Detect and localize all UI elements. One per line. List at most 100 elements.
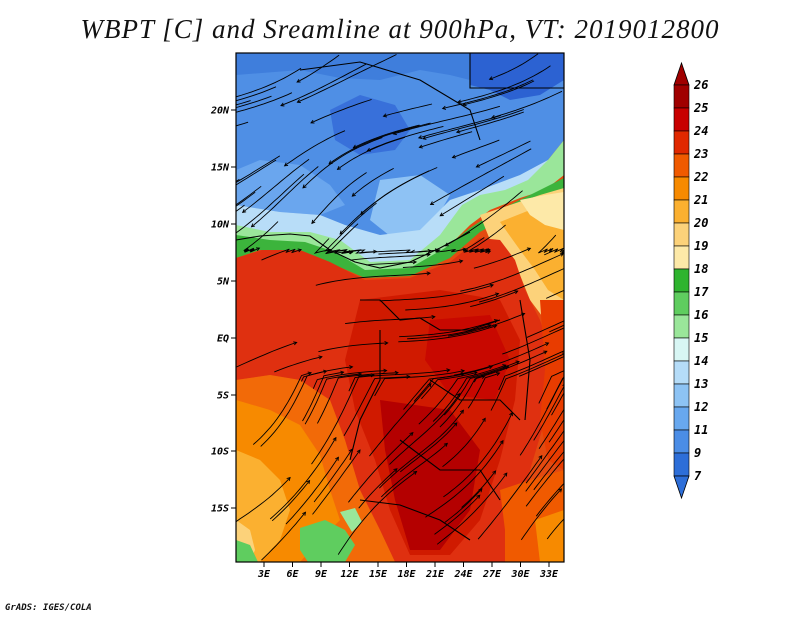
streamline-arrowhead: [598, 341, 602, 344]
streamline: [302, 137, 383, 189]
streamline-arrowhead: [293, 341, 298, 346]
streamline: [443, 412, 513, 498]
streamline: [315, 272, 431, 286]
streamline: [470, 290, 518, 308]
streamline-arrowhead: [296, 99, 301, 103]
streamline: [442, 418, 486, 468]
streamline-arrowhead: [515, 360, 520, 365]
streamline: [444, 488, 483, 523]
streamline-arrowhead: [443, 442, 449, 447]
streamline-arrowhead: [340, 370, 345, 375]
political-boundaries: [236, 53, 564, 541]
streamline-arrowhead: [250, 223, 255, 228]
streamline-arrowhead: [460, 409, 464, 414]
streamline: [544, 247, 564, 256]
streamline: [337, 471, 417, 555]
lat-label: EQ: [217, 334, 229, 345]
streamline-arrowhead: [393, 468, 398, 473]
streamline-arrowhead: [486, 250, 492, 255]
streamline-arrowhead: [283, 162, 289, 167]
colorbar-bin: [673, 314, 690, 339]
streamline: [236, 173, 305, 234]
colorbar-label: 26: [693, 78, 708, 92]
colorbar-label: 20: [693, 216, 708, 230]
streamline-arrowhead: [568, 443, 571, 447]
streamline-arrowhead: [582, 368, 586, 371]
streamline: [436, 472, 508, 545]
streamline: [398, 325, 497, 343]
streamline: [350, 254, 430, 261]
streamline: [236, 86, 277, 102]
streamline-arrowhead: [417, 135, 423, 140]
streamline-arrowhead: [491, 114, 496, 119]
streamline: [551, 392, 564, 416]
streamline-arrowhead: [323, 369, 328, 374]
streamline-arrowhead: [351, 192, 356, 197]
streamline-arrowhead: [493, 324, 498, 329]
colorbar-label: 25: [693, 101, 708, 115]
streamline-arrowhead: [406, 374, 411, 379]
streamline-arrowhead: [297, 248, 302, 253]
streamline: [348, 432, 414, 503]
streamline: [318, 342, 388, 353]
streamline: [520, 488, 562, 541]
streamline-arrowhead: [224, 102, 227, 105]
latitude-axis: 20N 15N 10N 5N EQ 5S 10S 15S: [210, 106, 236, 515]
streamline-arrowhead: [339, 230, 344, 235]
streamline: [419, 131, 473, 148]
streamline-arrowhead: [562, 352, 564, 357]
streamline-arrowhead: [591, 315, 595, 318]
streamline: [456, 111, 524, 133]
streamline-arrowhead: [481, 417, 486, 422]
streamline-arrowhead: [394, 370, 399, 375]
streamline: [448, 313, 525, 337]
colorbar-bin: [673, 383, 690, 408]
streamline: [535, 482, 564, 517]
streamline: [548, 419, 564, 443]
streamline: [467, 372, 500, 409]
streamline-arrowhead: [462, 247, 467, 252]
streamline: [439, 175, 505, 217]
colorbar-bin: [673, 268, 690, 293]
streamline: [360, 167, 438, 215]
streamline-arrowhead: [458, 259, 464, 264]
streamlines-layer: [224, 53, 603, 561]
streamline: [538, 234, 557, 254]
lat-label: 10N: [211, 220, 230, 231]
streamline-arrowhead: [296, 78, 301, 83]
colorbar-label: 18: [694, 262, 708, 276]
streamline: [422, 109, 524, 140]
streamline-arrowhead: [588, 309, 592, 312]
streamline-arrowhead: [488, 365, 493, 370]
colorbar-bin: [673, 406, 690, 431]
streamline-arrowhead: [318, 355, 323, 360]
streamline: [519, 376, 564, 456]
streamline-arrowhead: [360, 210, 365, 215]
colorbar-bin: [673, 130, 690, 155]
streamline: [525, 430, 564, 484]
colorbar-label: 13: [694, 377, 708, 391]
streamline: [358, 468, 398, 509]
streamline: [302, 371, 344, 422]
longitude-axis: 3E 6E 9E 12E 15E 18E 21E 24E 27E 30E 33E: [257, 562, 559, 580]
streamline-arrowhead: [366, 147, 371, 152]
colorbar-bin: [673, 153, 690, 178]
streamline: [393, 105, 501, 135]
lon-label: 12E: [340, 569, 359, 580]
streamline: [328, 122, 431, 165]
streamline: [284, 130, 346, 167]
streamline: [353, 124, 420, 149]
streamline-arrowhead: [599, 448, 603, 451]
lat-label: 15N: [211, 163, 230, 174]
streamline-arrowhead: [409, 431, 414, 437]
streamline: [525, 458, 564, 507]
lon-label: 21E: [425, 569, 445, 580]
streamline: [538, 370, 564, 404]
colorbar-bin: [673, 199, 690, 224]
streamline-arrowhead: [384, 340, 389, 346]
streamline: [236, 179, 240, 182]
streamline-arrowhead: [476, 494, 481, 499]
streamline-arrowhead: [538, 455, 543, 460]
streamline: [405, 293, 499, 311]
